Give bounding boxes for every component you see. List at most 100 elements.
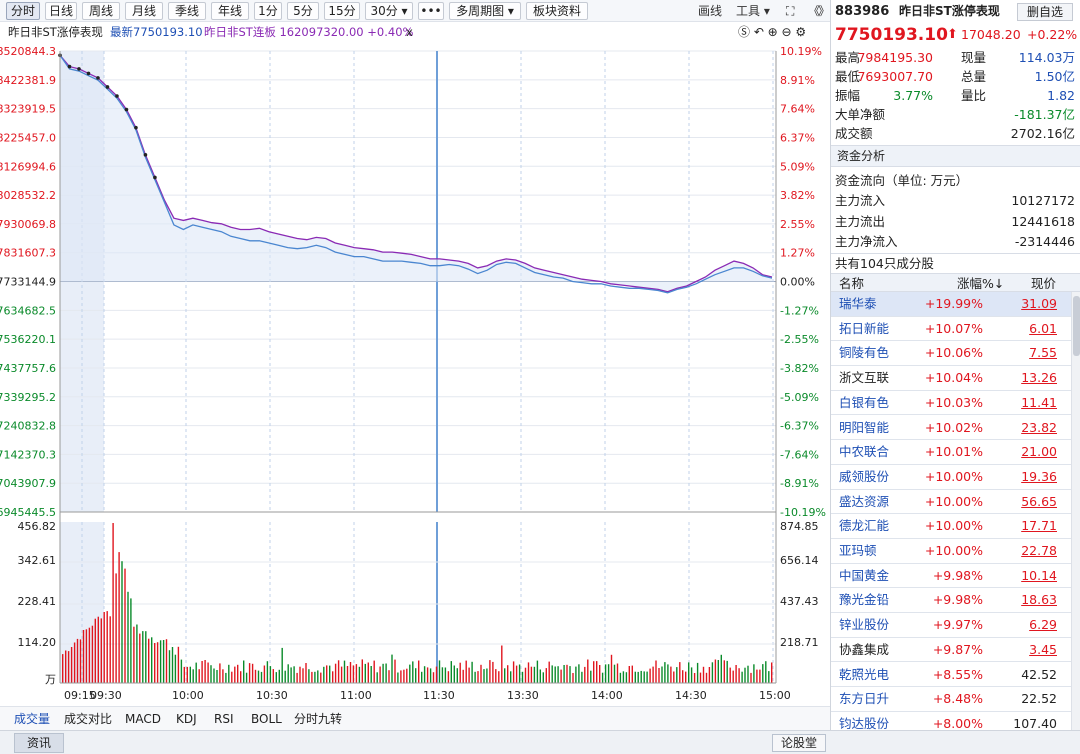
stock-price: 19.36 [1021,468,1057,484]
table-row[interactable]: 乾照光电 +8.55% 42.52 [831,663,1071,688]
volume-bar [418,660,420,683]
remove-favorite-button[interactable]: 删自选 [1017,3,1073,21]
scrollbar-track[interactable] [1071,292,1080,730]
stock-name[interactable]: 中农联合 [839,444,890,460]
toolbar-right-1[interactable]: 工具 ▾ [736,4,770,18]
volume-bar [435,666,438,683]
volume-bar [459,662,461,683]
table-row[interactable]: 浙文互联 +10.04% 13.26 [831,366,1071,391]
time-label: 11:00 [340,689,372,702]
indicator-tab-5[interactable]: BOLL [251,712,282,726]
table-row[interactable]: 盛达资源 +10.00% 56.65 [831,490,1071,515]
toolbar-btn-1[interactable]: 日线 [45,2,77,20]
stock-name[interactable]: 锌业股份 [839,617,890,633]
stock-name[interactable]: 铜陵有色 [839,345,890,361]
fund-analysis-header[interactable]: 资金分析 [831,145,1080,167]
stock-name[interactable]: 协鑫集成 [839,641,890,657]
toolbar-right-2[interactable]: ⛶ [786,4,795,18]
volume-bar [510,671,512,683]
fund-label: 主力净流入 [835,234,898,249]
table-row[interactable]: 协鑫集成 +9.87% 3.45 [831,638,1071,663]
indicator-tab-4[interactable]: RSI [214,712,234,726]
stock-name[interactable]: 中国黄金 [839,567,890,583]
volume-bar [575,666,577,683]
toolbar-right-4[interactable]: 》 [818,4,831,18]
table-row[interactable]: 拓日新能 +10.07% 6.01 [831,317,1071,342]
toolbar-btn-8[interactable]: 15分 [324,2,360,20]
price-tick-label: 8323919.5 [0,103,56,116]
toolbar-btn-11[interactable]: 多周期图 ▾ [449,2,521,20]
col-price[interactable]: 现价 [1031,276,1057,291]
volume-bar [619,672,622,683]
table-row[interactable]: 中国黄金 +9.98% 10.14 [831,564,1071,589]
col-change[interactable]: 涨幅%↓ [957,276,1005,291]
volume-bar [533,666,536,683]
stock-name[interactable]: 豫光金铅 [839,592,890,608]
toolbar-btn-0[interactable]: 分时 [6,2,40,20]
stock-name[interactable]: 白银有色 [839,394,890,410]
stock-name[interactable]: 威领股份 [839,468,890,484]
indicator-tab-1[interactable]: 成交对比 [64,712,113,726]
volume-bar [195,662,197,683]
indicator-tab-6[interactable]: 分时九转 [294,712,343,726]
volume-bar [498,671,500,683]
stock-name[interactable]: 亚玛顿 [839,543,877,558]
indicator-tab-2[interactable]: MACD [125,712,161,726]
price-point [134,125,138,130]
toolbar-btn-12[interactable]: 板块资料 [526,2,588,20]
volume-bar [186,666,188,683]
volume-bar [477,671,479,683]
toolbar-btn-10[interactable]: ••• [418,2,444,20]
table-row[interactable]: 豫光金铅 +9.98% 18.63 [831,588,1071,614]
table-row[interactable]: 瑞华泰 +19.99% 31.09 [831,292,1071,317]
volume-bar [486,668,488,683]
table-row[interactable]: 德龙汇能 +10.00% 17.71 [831,514,1071,539]
toolbar-btn-2[interactable]: 周线 [82,2,120,20]
toolbar-right-0[interactable]: 画线 [698,4,723,18]
stock-name[interactable]: 浙文互联 [839,370,890,386]
table-row[interactable]: 锌业股份 +9.97% 6.29 [831,613,1071,638]
close-compare-button[interactable]: x [406,25,413,39]
stock-change: +9.98% [932,567,983,583]
stock-change: +9.87% [932,641,983,657]
volume-bar [263,665,266,683]
toolbar-btn-3[interactable]: 月线 [125,2,163,20]
pct-tick-label: -10.19% [780,506,826,519]
toolbar-icons[interactable]: Ⓢ ↶ ⊕ ⊖ ⚙ [738,25,807,39]
toolbar-btn-9[interactable]: 30分 ▾ [365,2,413,20]
table-row[interactable]: 铜陵有色 +10.06% 7.55 [831,341,1071,367]
news-tab[interactable]: 资讯 [14,733,64,753]
scrollbar-thumb[interactable] [1073,296,1080,356]
toolbar-btn-5[interactable]: 年线 [211,2,249,20]
volume-bar [682,670,684,683]
stock-name[interactable]: 盛达资源 [839,493,890,509]
stock-name[interactable]: 瑞华泰 [839,296,877,311]
volume-bar [747,665,749,683]
table-row[interactable]: 白银有色 +10.03% 11.41 [831,391,1071,416]
toolbar-btn-6[interactable]: 1分 [254,2,282,20]
volume-bar [756,669,758,683]
table-row[interactable]: 明阳智能 +10.02% 23.82 [831,416,1071,441]
stock-name[interactable]: 拓日新能 [839,320,890,336]
indicator-tab-0[interactable]: 成交量 [14,712,51,726]
pct-tick-label: 7.64% [780,103,815,116]
table-row[interactable]: 中农联合 +10.01% 21.00 [831,440,1071,465]
stock-name[interactable]: 德龙汇能 [839,518,890,534]
stock-name[interactable]: 明阳智能 [839,419,890,435]
toolbar-right-3[interactable]: 《 [808,4,821,18]
col-name[interactable]: 名称 [839,276,865,291]
table-row[interactable]: 威领股份 +10.00% 19.36 [831,465,1071,490]
forum-button[interactable]: 论股堂 [772,734,826,752]
intraday-chart[interactable]: 8520844.3 10.19% 8422381.9 8.91% 8323919.5 7.… [0,42,830,706]
table-row[interactable]: 亚玛顿 +10.00% 22.78 [831,539,1071,564]
table-row[interactable]: 东方日升 +8.48% 22.52 [831,687,1071,712]
stock-name[interactable]: 乾照光电 [839,666,890,682]
toolbar-btn-7[interactable]: 5分 [287,2,319,20]
toolbar-btn-4[interactable]: 季线 [168,2,206,20]
indicator-tab-3[interactable]: KDJ [176,712,197,726]
volume-bar [91,625,94,683]
stock-name[interactable]: 东方日升 [839,691,890,707]
price-tick-label: 6945445.5 [0,506,56,519]
volume-bar [225,672,227,683]
stock-name[interactable]: 钧达股份 [839,715,890,731]
